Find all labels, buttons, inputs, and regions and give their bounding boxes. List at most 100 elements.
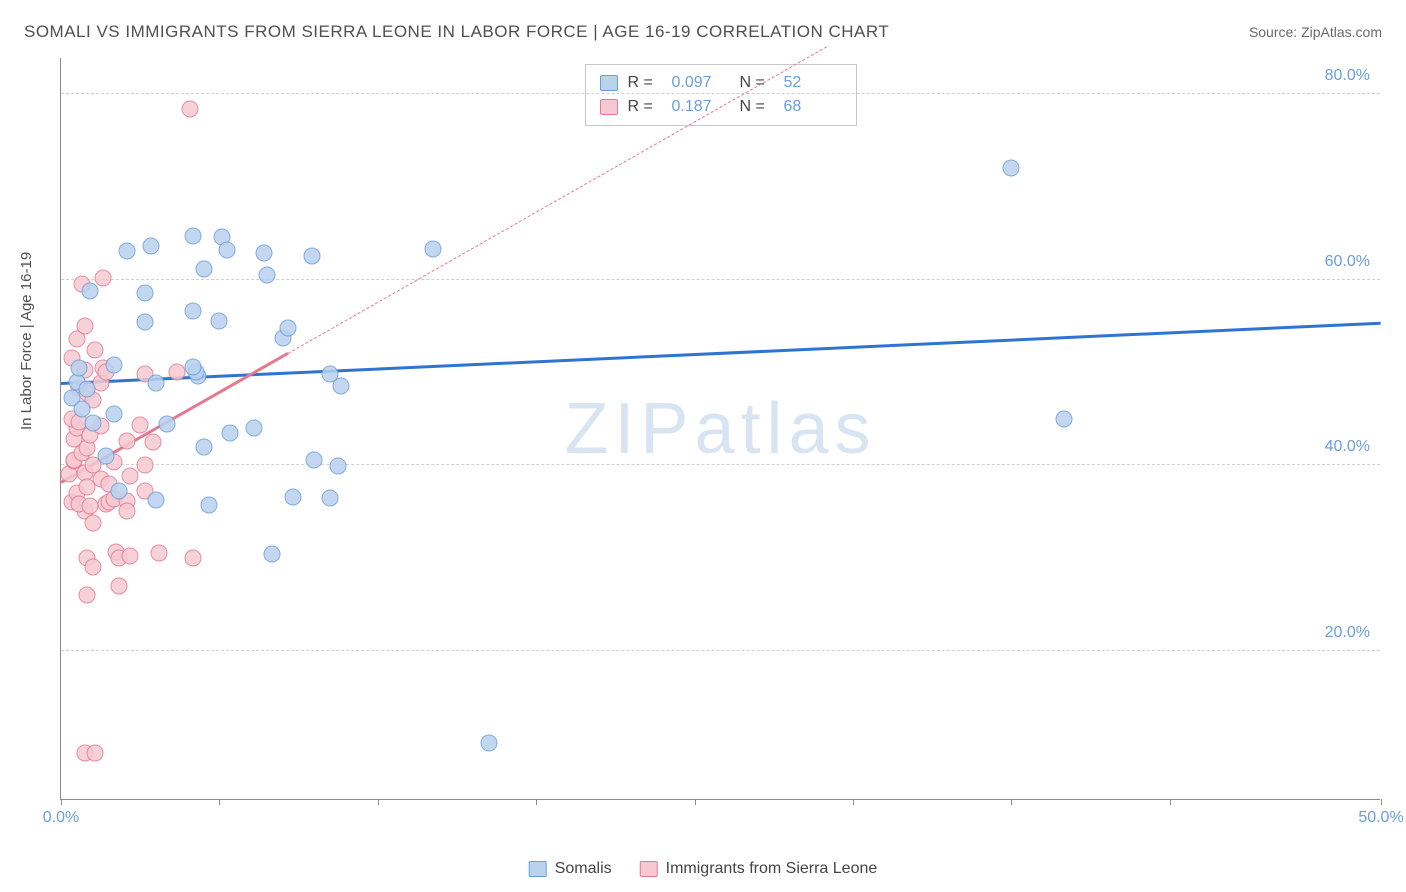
data-point-sierra bbox=[121, 468, 138, 485]
data-point-sierra bbox=[182, 100, 199, 117]
source-attribution: Source: ZipAtlas.com bbox=[1249, 24, 1382, 40]
x-tick-mark bbox=[536, 799, 537, 805]
gridline bbox=[61, 93, 1380, 94]
data-point-somalis bbox=[219, 241, 236, 258]
data-point-somalis bbox=[330, 458, 347, 475]
correlation-legend: R = 0.097 N = 52 R = 0.187 N = 68 bbox=[585, 64, 857, 126]
gridline bbox=[61, 464, 1380, 465]
data-point-somalis bbox=[195, 261, 212, 278]
source-prefix: Source: bbox=[1249, 24, 1301, 40]
data-point-somalis bbox=[211, 313, 228, 330]
chart-title: SOMALI VS IMMIGRANTS FROM SIERRA LEONE I… bbox=[24, 22, 889, 42]
data-point-somalis bbox=[142, 238, 159, 255]
data-point-somalis bbox=[105, 356, 122, 373]
x-tick-mark bbox=[1381, 799, 1382, 805]
data-point-sierra bbox=[79, 586, 96, 603]
data-point-sierra bbox=[119, 503, 136, 520]
data-point-somalis bbox=[322, 489, 339, 506]
data-point-somalis bbox=[306, 452, 323, 469]
legend-item-sierra: Immigrants from Sierra Leone bbox=[640, 860, 878, 878]
data-point-somalis bbox=[1056, 410, 1073, 427]
x-tick-mark bbox=[378, 799, 379, 805]
data-point-somalis bbox=[264, 546, 281, 563]
legend-label-sierra: Immigrants from Sierra Leone bbox=[666, 860, 878, 878]
r-value-somalis: 0.097 bbox=[672, 74, 730, 92]
source-link[interactable]: ZipAtlas.com bbox=[1301, 24, 1382, 40]
data-point-somalis bbox=[119, 242, 136, 259]
data-point-somalis bbox=[195, 439, 212, 456]
data-point-somalis bbox=[280, 319, 297, 336]
data-point-somalis bbox=[148, 374, 165, 391]
data-point-somalis bbox=[137, 314, 154, 331]
data-point-sierra bbox=[132, 417, 149, 434]
data-point-somalis bbox=[79, 381, 96, 398]
swatch-sierra bbox=[600, 99, 618, 115]
data-point-somalis bbox=[221, 424, 238, 441]
data-point-somalis bbox=[185, 358, 202, 375]
data-point-sierra bbox=[76, 317, 93, 334]
data-point-somalis bbox=[200, 496, 217, 513]
watermark: ZIPatlas bbox=[564, 388, 876, 470]
x-tick-mark bbox=[1170, 799, 1171, 805]
data-point-sierra bbox=[82, 497, 99, 514]
data-point-somalis bbox=[111, 483, 128, 500]
data-point-somalis bbox=[105, 406, 122, 423]
data-point-sierra bbox=[111, 577, 128, 594]
data-point-somalis bbox=[97, 447, 114, 464]
data-point-somalis bbox=[82, 282, 99, 299]
y-tick-label: 60.0% bbox=[1325, 253, 1370, 271]
data-point-somalis bbox=[303, 248, 320, 265]
n-label: N = bbox=[740, 74, 774, 92]
scatter-plot-area: ZIPatlas R = 0.097 N = 52 R = 0.187 N = … bbox=[60, 58, 1380, 800]
data-point-somalis bbox=[1003, 160, 1020, 177]
data-point-sierra bbox=[119, 433, 136, 450]
data-point-somalis bbox=[245, 420, 262, 437]
data-point-sierra bbox=[137, 457, 154, 474]
data-point-sierra bbox=[84, 514, 101, 531]
data-point-somalis bbox=[285, 488, 302, 505]
n-value-sierra: 68 bbox=[784, 98, 842, 116]
x-tick-mark bbox=[695, 799, 696, 805]
data-point-sierra bbox=[185, 549, 202, 566]
data-point-somalis bbox=[425, 241, 442, 258]
x-tick-label: 0.0% bbox=[43, 809, 79, 827]
data-point-somalis bbox=[185, 228, 202, 245]
r-label: R = bbox=[628, 74, 662, 92]
legend-item-somalis: Somalis bbox=[529, 860, 612, 878]
x-tick-label: 50.0% bbox=[1358, 809, 1403, 827]
swatch-somalis bbox=[529, 861, 547, 877]
swatch-somalis bbox=[600, 75, 618, 91]
data-point-sierra bbox=[169, 364, 186, 381]
data-point-somalis bbox=[258, 266, 275, 283]
data-point-somalis bbox=[332, 378, 349, 395]
data-point-somalis bbox=[71, 359, 88, 376]
data-point-sierra bbox=[145, 433, 162, 450]
n-label: N = bbox=[740, 98, 774, 116]
x-tick-mark bbox=[1011, 799, 1012, 805]
trend-line bbox=[61, 322, 1381, 385]
y-tick-label: 20.0% bbox=[1325, 624, 1370, 642]
y-tick-label: 80.0% bbox=[1325, 67, 1370, 85]
x-tick-mark bbox=[853, 799, 854, 805]
r-label: R = bbox=[628, 98, 662, 116]
x-tick-mark bbox=[219, 799, 220, 805]
data-point-somalis bbox=[137, 284, 154, 301]
y-axis-label: In Labor Force | Age 16-19 bbox=[18, 252, 35, 430]
data-point-somalis bbox=[185, 303, 202, 320]
gridline bbox=[61, 650, 1380, 651]
data-point-sierra bbox=[150, 545, 167, 562]
y-tick-label: 40.0% bbox=[1325, 438, 1370, 456]
data-point-somalis bbox=[158, 416, 175, 433]
data-point-sierra bbox=[95, 269, 112, 286]
x-tick-mark bbox=[61, 799, 62, 805]
legend-label-somalis: Somalis bbox=[555, 860, 612, 878]
n-value-somalis: 52 bbox=[784, 74, 842, 92]
data-point-sierra bbox=[121, 548, 138, 565]
legend-row-somalis: R = 0.097 N = 52 bbox=[600, 71, 842, 95]
data-point-somalis bbox=[84, 415, 101, 432]
series-legend: Somalis Immigrants from Sierra Leone bbox=[529, 860, 878, 878]
data-point-somalis bbox=[256, 244, 273, 261]
data-point-sierra bbox=[84, 559, 101, 576]
data-point-somalis bbox=[148, 492, 165, 509]
swatch-sierra bbox=[640, 861, 658, 877]
